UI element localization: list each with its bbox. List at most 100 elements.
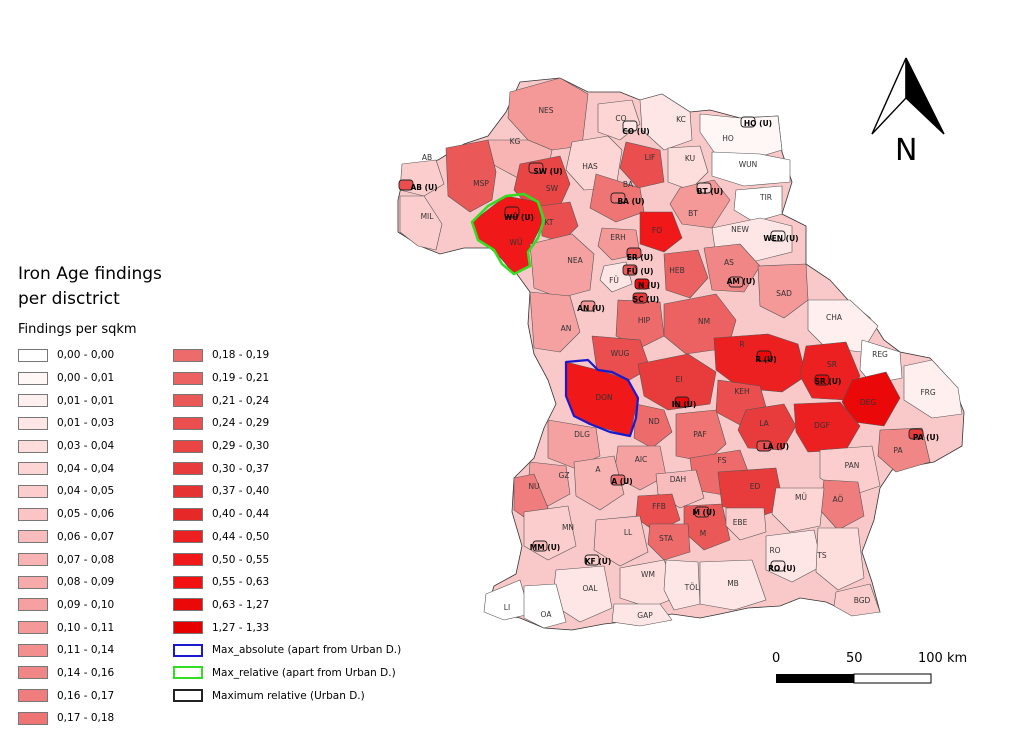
legend-label: Maximum relative (Urban D.) xyxy=(212,689,365,702)
legend-column-left: 0,00 - 0,00 0,00 - 0,01 0,01 - 0,01 0,01 - … xyxy=(18,344,114,730)
legend-item: 0,01 - 0,03 xyxy=(18,412,114,435)
district-label: CO (U) xyxy=(622,127,649,136)
legend-label: 0,16 - 0,17 xyxy=(57,689,115,702)
legend-item: 0,04 - 0,04 xyxy=(18,457,114,480)
legend-label: 0,18 - 0,19 xyxy=(212,349,270,362)
legend-item: 0,40 - 0,44 xyxy=(173,503,401,526)
legend-label: 0,00 - 0,00 xyxy=(57,349,115,362)
legend-label: 0,19 - 0,21 xyxy=(212,372,270,385)
legend-label: 0,06 - 0,07 xyxy=(57,530,115,543)
district-sad xyxy=(757,263,809,319)
district-label: SR xyxy=(827,360,837,369)
district-label: KEH xyxy=(734,387,749,396)
district-label: LIF xyxy=(645,153,656,162)
legend-swatch xyxy=(18,621,48,635)
legend-label: 0,00 - 0,01 xyxy=(57,372,115,385)
urban-district-anu xyxy=(580,300,596,312)
scale-label-0: 0 xyxy=(772,651,781,666)
legend-swatch xyxy=(173,439,203,453)
legend-item: 0,50 - 0,55 xyxy=(173,548,401,571)
district-label: EBE xyxy=(733,518,748,527)
urban-district-inu xyxy=(674,396,690,408)
scale-label-100: 100 km xyxy=(918,651,968,666)
legend-swatch xyxy=(173,371,203,385)
district-label: MN xyxy=(562,523,574,532)
legend-item: 0,11 - 0,14 xyxy=(18,639,114,662)
legend-swatch xyxy=(173,666,203,680)
legend-swatch xyxy=(18,598,48,612)
district-label: RO xyxy=(769,546,780,555)
district-label: ND xyxy=(648,417,660,426)
district-label: HO (U) xyxy=(744,119,772,128)
district-sta xyxy=(647,523,691,561)
district-label: FÜ xyxy=(609,276,619,285)
district-ku xyxy=(667,145,709,191)
district-label: ER (U) xyxy=(627,253,653,262)
district-label: PAN xyxy=(845,461,860,470)
legend-item: 0,06 - 0,07 xyxy=(18,526,114,549)
district-label: BA (U) xyxy=(617,197,644,206)
legend-label: 0,03 - 0,04 xyxy=(57,440,115,453)
legend-label: 0,44 - 0,50 xyxy=(212,530,270,543)
legend-item: 0,19 - 0,21 xyxy=(173,367,401,390)
legend-item: 0,04 - 0,05 xyxy=(18,480,114,503)
district-ei xyxy=(637,353,717,411)
district-an xyxy=(529,291,581,353)
district-hip xyxy=(615,299,665,349)
district-label: PAF xyxy=(693,430,707,439)
legend-swatch xyxy=(18,439,48,453)
district-töl xyxy=(663,559,701,611)
legend-label: 0,17 - 0,18 xyxy=(57,712,115,725)
legend-label: 0,37 - 0,40 xyxy=(212,485,270,498)
legend-item: Maximum relative (Urban D.) xyxy=(173,684,401,707)
district-label: DLG xyxy=(574,430,590,439)
district-frg xyxy=(903,359,963,419)
legend-swatch xyxy=(173,507,203,521)
district-nes xyxy=(507,77,589,151)
district-label: SC (U) xyxy=(633,295,659,304)
district-label: EI xyxy=(676,375,683,384)
legend-item: 0,14 - 0,16 xyxy=(18,662,114,685)
district-label: BT xyxy=(688,209,698,218)
legend-swatch xyxy=(18,530,48,544)
max-absolute-outline xyxy=(564,358,640,438)
district-label: TS xyxy=(816,551,827,560)
district-nea xyxy=(529,233,595,299)
legend-swatch xyxy=(173,530,203,544)
urban-district-eru xyxy=(626,247,642,259)
district-label: AM (U) xyxy=(727,277,756,286)
legend-item: 0,00 - 0,01 xyxy=(18,367,114,390)
district-label: KF (U) xyxy=(585,557,612,566)
legend-item: 0,63 - 1,27 xyxy=(173,594,401,617)
legend-swatch xyxy=(173,621,203,635)
district-label: FS xyxy=(718,456,727,465)
legend-swatch xyxy=(173,598,203,612)
legend-swatch xyxy=(173,462,203,476)
district-label: CO xyxy=(615,114,626,123)
legend-item: 0,16 - 0,17 xyxy=(18,684,114,707)
district-label: AÖ xyxy=(833,495,844,504)
urban-district-pau xyxy=(908,428,924,440)
urban-district-wüu xyxy=(504,206,520,218)
district-label: KC xyxy=(676,115,686,124)
district-lif xyxy=(619,141,665,189)
district-gap xyxy=(611,603,673,627)
legend-label: Max_relative (apart from Urban D.) xyxy=(212,666,396,679)
district-label: NES xyxy=(538,106,553,115)
district-label: SW xyxy=(546,184,559,193)
scale-bar xyxy=(776,673,932,684)
urban-district-wenu xyxy=(770,230,786,242)
district-label: SAD xyxy=(776,289,792,298)
district-label: M xyxy=(700,529,706,538)
district-label: GAP xyxy=(637,611,653,620)
district-label: KT xyxy=(545,218,554,227)
legend-swatch xyxy=(18,416,48,430)
district-label: KU xyxy=(685,154,695,163)
urban-district-bau xyxy=(610,192,626,204)
district-label: M (U) xyxy=(692,508,715,517)
district-label: AS xyxy=(724,258,734,267)
legend-swatch xyxy=(18,666,48,680)
legend-item: 0,10 - 0,11 xyxy=(18,616,114,639)
urban-district-cou xyxy=(622,120,638,132)
